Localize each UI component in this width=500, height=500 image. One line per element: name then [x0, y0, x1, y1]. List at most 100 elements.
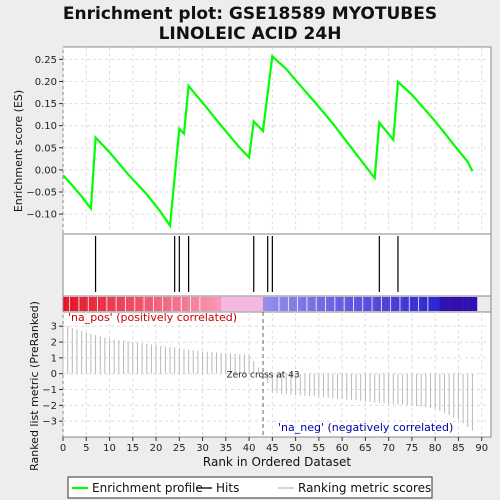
neg-correlated-label: 'na_neg' (negatively correlated) [278, 421, 453, 434]
color-bar-segment [249, 297, 254, 311]
es-tick-label: −0.05 [26, 188, 57, 199]
color-bar-segment [179, 297, 185, 311]
color-bar-segment [207, 297, 213, 311]
color-bar-segment [449, 297, 454, 311]
rank-tick-label: −1 [42, 385, 57, 396]
es-tick-label: 0.00 [35, 165, 57, 176]
x-tick-label: 30 [196, 443, 209, 454]
zero-cross-label: Zero cross at 43 [226, 371, 299, 381]
color-bar-segment [211, 297, 217, 311]
color-bar-segment [258, 297, 264, 311]
color-bar-segment [411, 297, 417, 311]
color-bar-segment [156, 297, 161, 311]
color-bar-segment [304, 297, 310, 311]
color-bar-segment [272, 297, 278, 311]
es-y-ticks: −0.10 −0.05 0.00 0.05 0.10 0.15 0.20 0.25 [26, 55, 63, 221]
color-bar-segment [309, 297, 315, 311]
color-bar-segment [332, 297, 338, 311]
color-bar-segment [63, 297, 68, 311]
rank-tick-label: 3 [51, 322, 57, 333]
rank-metric-bars [62, 324, 473, 431]
color-bar-segment [295, 297, 301, 311]
x-tick-label: 50 [289, 443, 302, 454]
legend-label: Enrichment profile [92, 481, 203, 495]
x-axis-ticks: 0 5 10 15 20 25 30 35 40 45 50 55 60 65 70 75 80 85 90 [60, 437, 488, 454]
color-bar-segment [407, 297, 413, 311]
color-bar-segment [472, 297, 478, 311]
color-bar-segment [100, 297, 106, 311]
x-tick-label: 40 [243, 443, 256, 454]
es-y-axis-label: Enrichment score (ES) [12, 90, 25, 212]
color-bar-segment [230, 297, 236, 311]
color-bar-segment [281, 297, 287, 311]
chart-title-line2: LINOLEIC ACID 24H [159, 24, 342, 44]
color-bar-segment [67, 297, 73, 311]
x-tick-label: 70 [382, 443, 395, 454]
color-bar-segment [197, 297, 203, 311]
color-bar-segment [425, 297, 431, 311]
x-tick-label: 0 [60, 443, 66, 454]
color-bar-segment [128, 297, 133, 311]
hits-group [94, 236, 399, 292]
enrichment-profile-line [62, 54, 474, 229]
rank-tick-label: −3 [42, 417, 57, 428]
hits-panel [62, 233, 492, 297]
ranking-color-bar [62, 295, 492, 313]
color-bar-segment [370, 297, 375, 311]
color-bar-segment [235, 297, 240, 311]
color-bar-segment [290, 297, 296, 311]
color-bar-segment [416, 297, 422, 311]
color-bar-segment [323, 297, 329, 311]
x-tick-label: 25 [173, 443, 186, 454]
color-bar-segment [123, 297, 129, 311]
color-bar-segment [267, 297, 273, 311]
color-bar-segment [263, 297, 268, 311]
color-bar-segment [374, 297, 380, 311]
legend: Enrichment profile Hits Ranking metric sco… [72, 481, 431, 495]
color-bar-segment [467, 297, 473, 311]
color-bar-segment [165, 297, 171, 311]
x-tick-label: 80 [429, 443, 442, 454]
color-bar-segment [146, 297, 152, 311]
color-bar-segment [183, 297, 189, 311]
color-bar-segment [132, 297, 138, 311]
rank-tick-label: 2 [51, 338, 57, 349]
color-bar-segment [384, 297, 389, 311]
color-bar-segment [337, 297, 343, 311]
color-bar-segment [328, 297, 334, 311]
color-bar-segment [188, 297, 194, 311]
color-bar-segment [435, 297, 441, 311]
color-bar-segment [463, 297, 468, 311]
chart-title-line1: Enrichment plot: GSE18589 MYOTUBES [63, 4, 437, 24]
color-bar-segment [244, 297, 250, 311]
color-bar-segment [81, 297, 87, 311]
color-bar-segment [286, 297, 292, 311]
x-tick-label: 35 [219, 443, 232, 454]
es-grid [62, 47, 491, 234]
color-bar-segment [421, 297, 427, 311]
es-tick-label: 0.25 [35, 55, 57, 66]
color-bar-segment [397, 297, 403, 311]
color-bar-segment [318, 297, 324, 311]
color-bar-segment [160, 297, 166, 311]
color-bar-segment [137, 297, 143, 311]
es-curve-group [62, 54, 474, 229]
x-axis-label: Rank in Ordered Dataset [203, 455, 351, 469]
legend-label: Ranking metric scores [298, 481, 431, 495]
color-bar-segment [388, 297, 394, 311]
x-tick-label: 10 [103, 443, 116, 454]
color-bar-segment [342, 297, 347, 311]
color-bar-segment [300, 297, 306, 311]
color-bar-segment [193, 297, 199, 311]
color-bar-segment [104, 297, 110, 311]
color-bar-segment [118, 297, 124, 311]
color-bar-segment [239, 297, 245, 311]
color-bar-segment [346, 297, 352, 311]
color-bar-segment [444, 297, 450, 311]
color-bar-segment [202, 297, 208, 311]
color-bar-segment [109, 297, 115, 311]
color-bar-segment [72, 297, 78, 311]
color-bar-segment [151, 297, 157, 311]
es-tick-label: 0.05 [35, 143, 57, 154]
